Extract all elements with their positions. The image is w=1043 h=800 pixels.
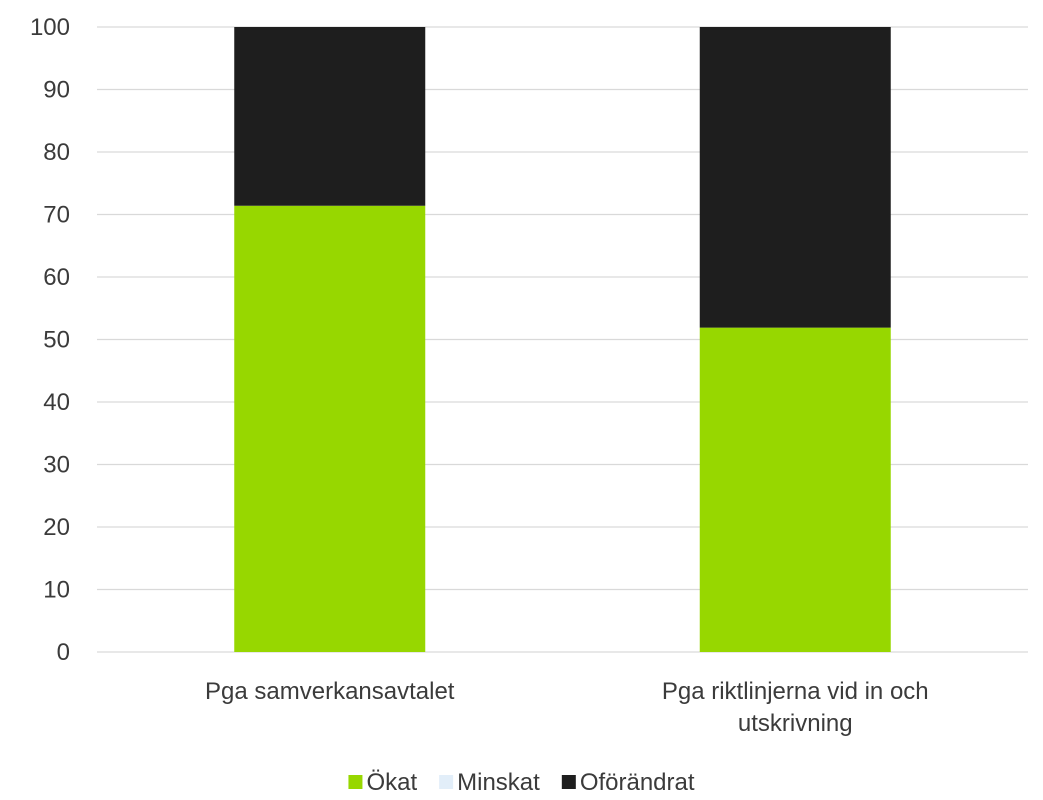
legend-label: Ökat xyxy=(366,769,417,796)
x-category-label: Pga samverkansavtalet xyxy=(205,678,455,705)
bar-segment xyxy=(234,27,426,206)
y-tick-label: 90 xyxy=(43,77,70,104)
x-axis-categories: Pga samverkansavtalet Pga riktlinjerna vi… xyxy=(205,678,929,737)
bars xyxy=(234,27,891,652)
x-category-label-line: Pga samverkansavtalet xyxy=(205,678,455,705)
bar-segment xyxy=(234,205,426,652)
legend-label: Minskat xyxy=(457,769,540,796)
legend: Ökat Minskat Oförändrat xyxy=(348,769,695,796)
legend-swatch xyxy=(561,775,576,789)
y-tick-label: 10 xyxy=(43,577,70,604)
bar-segment xyxy=(699,27,891,328)
y-axis-ticks: 0 10 20 30 40 50 60 70 80 90 100 xyxy=(30,14,70,666)
legend-swatch xyxy=(439,775,454,789)
x-category-label-line: Pga riktlinjerna vid in och xyxy=(662,678,929,705)
y-tick-label: 70 xyxy=(43,202,70,229)
y-tick-label: 0 xyxy=(57,639,70,666)
legend-label: Oförändrat xyxy=(580,769,695,796)
y-tick-label: 80 xyxy=(43,139,70,166)
legend-swatch xyxy=(348,775,363,789)
y-tick-label: 30 xyxy=(43,452,70,479)
y-tick-label: 20 xyxy=(43,514,70,541)
bar-segment xyxy=(699,327,891,652)
y-tick-label: 40 xyxy=(43,389,70,416)
x-category-label-line: utskrivning xyxy=(738,710,853,737)
x-category-label: Pga riktlinjerna vid in och utskrivning xyxy=(662,678,929,737)
y-tick-label: 50 xyxy=(43,327,70,354)
y-tick-label: 100 xyxy=(30,14,70,41)
y-tick-label: 60 xyxy=(43,264,70,291)
